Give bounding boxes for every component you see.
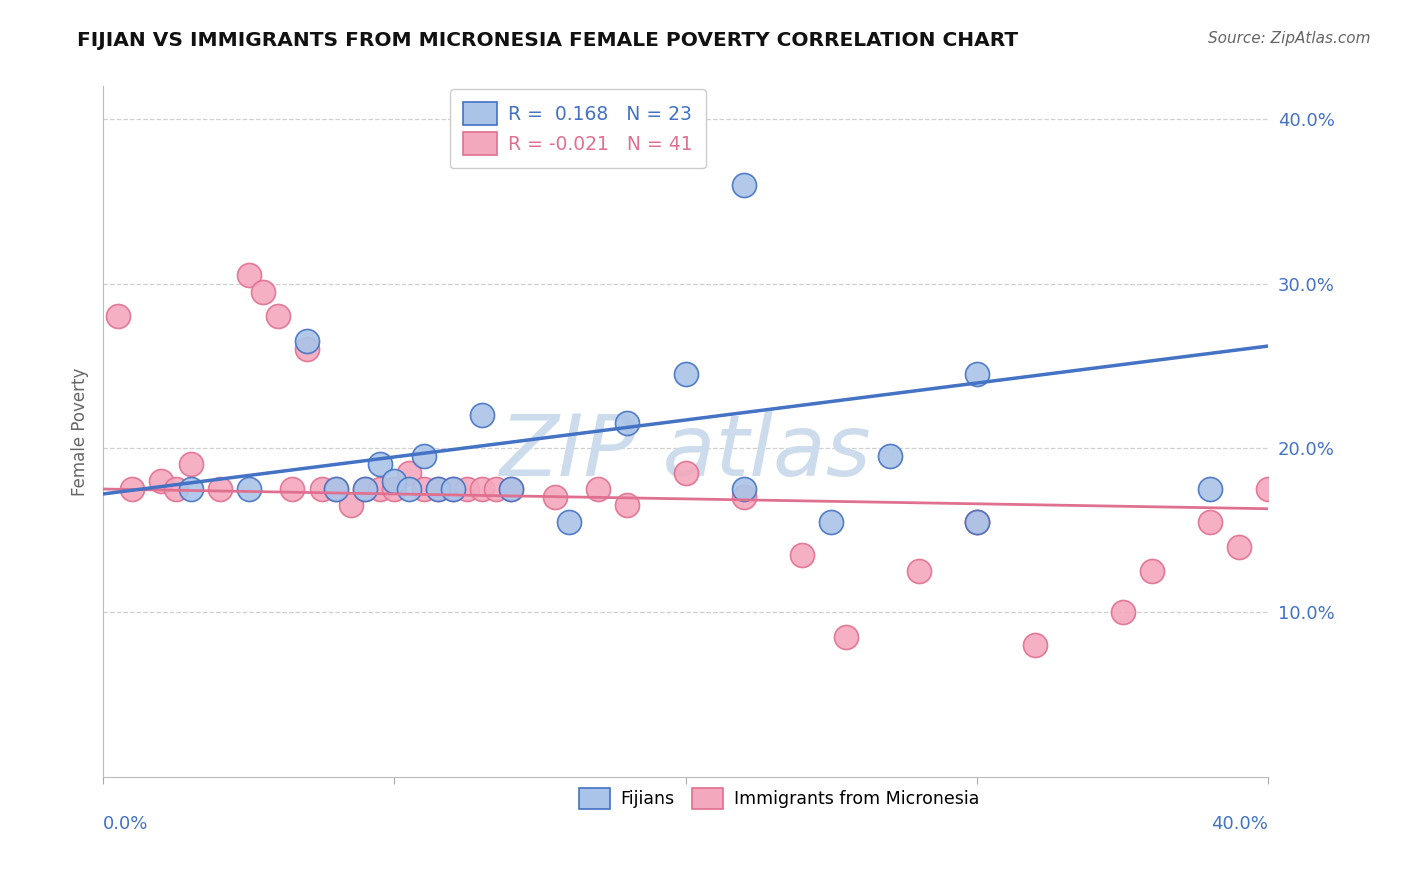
Text: FIJIAN VS IMMIGRANTS FROM MICRONESIA FEMALE POVERTY CORRELATION CHART: FIJIAN VS IMMIGRANTS FROM MICRONESIA FEM… — [77, 31, 1018, 50]
Point — [121, 482, 143, 496]
Point — [835, 630, 858, 644]
Point — [368, 482, 391, 496]
Point — [733, 178, 755, 192]
Point — [733, 482, 755, 496]
Point — [1227, 540, 1250, 554]
Point — [966, 515, 988, 529]
Point — [616, 499, 638, 513]
Point — [384, 474, 406, 488]
Point — [966, 515, 988, 529]
Point — [398, 466, 420, 480]
Point — [558, 515, 581, 529]
Point — [252, 285, 274, 299]
Text: Source: ZipAtlas.com: Source: ZipAtlas.com — [1208, 31, 1371, 46]
Point — [107, 310, 129, 324]
Point — [485, 482, 508, 496]
Point — [471, 408, 494, 422]
Point — [1024, 638, 1046, 652]
Point — [456, 482, 478, 496]
Point — [499, 482, 522, 496]
Point — [543, 490, 565, 504]
Point — [820, 515, 842, 529]
Y-axis label: Female Poverty: Female Poverty — [72, 368, 89, 496]
Point — [792, 548, 814, 562]
Point — [295, 334, 318, 348]
Point — [354, 482, 377, 496]
Point — [267, 310, 290, 324]
Point — [179, 482, 201, 496]
Point — [412, 449, 434, 463]
Legend: Fijians, Immigrants from Micronesia: Fijians, Immigrants from Micronesia — [572, 781, 986, 816]
Point — [398, 482, 420, 496]
Point — [471, 482, 494, 496]
Point — [427, 482, 450, 496]
Point — [1140, 564, 1163, 578]
Point — [1257, 482, 1279, 496]
Point — [907, 564, 929, 578]
Point — [354, 482, 377, 496]
Point — [499, 482, 522, 496]
Point — [325, 482, 347, 496]
Point — [339, 499, 361, 513]
Point — [150, 474, 173, 488]
Point — [966, 515, 988, 529]
Point — [281, 482, 304, 496]
Point — [412, 482, 434, 496]
Point — [1111, 605, 1133, 619]
Point — [588, 482, 610, 496]
Point — [238, 482, 260, 496]
Point — [879, 449, 901, 463]
Point — [675, 466, 697, 480]
Text: 0.0%: 0.0% — [103, 814, 149, 832]
Point — [1199, 515, 1222, 529]
Point — [616, 417, 638, 431]
Point — [311, 482, 333, 496]
Point — [179, 458, 201, 472]
Point — [1199, 482, 1222, 496]
Point — [441, 482, 464, 496]
Text: 40.0%: 40.0% — [1212, 814, 1268, 832]
Point — [368, 458, 391, 472]
Point — [441, 482, 464, 496]
Text: ZIP atlas: ZIP atlas — [501, 410, 872, 493]
Point — [733, 490, 755, 504]
Point — [966, 367, 988, 381]
Point — [295, 343, 318, 357]
Point — [165, 482, 187, 496]
Point — [675, 367, 697, 381]
Point — [427, 482, 450, 496]
Point — [325, 482, 347, 496]
Point — [208, 482, 231, 496]
Point — [238, 268, 260, 283]
Point — [384, 482, 406, 496]
